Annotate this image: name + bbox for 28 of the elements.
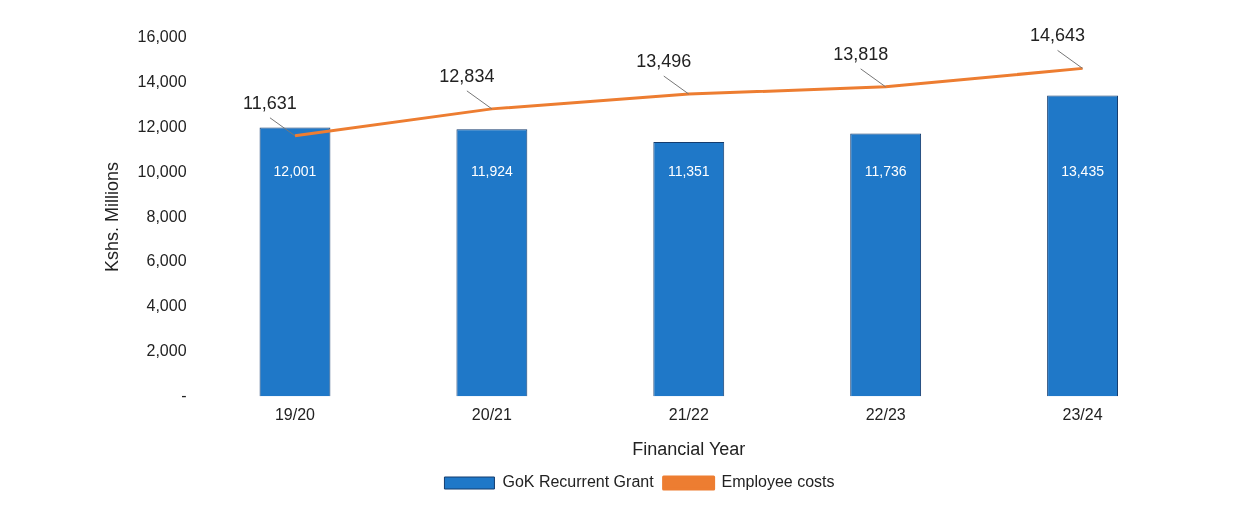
legend-label: GoK Recurrent Grant [502,473,655,491]
x-tick-label: 19/20 [274,406,316,424]
x-axis-title: Financial Year [632,439,746,460]
data-label: 14,643 [1030,25,1086,46]
y-tick-label: 12,000 [137,117,187,135]
y-axis-title: Kshs. Millions [101,162,122,273]
data-label: 12,834 [439,65,495,86]
y-tick-label: 10,000 [137,162,187,180]
data-label: 11,351 [667,163,710,180]
data-label: 13,496 [636,51,692,72]
data-label: 11,924 [470,163,513,180]
y-tick-label: 6,000 [146,252,187,270]
data-label: 11,736 [864,163,907,180]
legend-label: Employee costs [721,473,835,491]
data-label: 13,818 [833,43,889,64]
data-label: 13,435 [1061,163,1105,180]
x-tick-label: 23/24 [1062,406,1103,424]
data-label: 11,631 [243,92,297,113]
x-tick-label: 22/23 [865,406,906,424]
x-tick-label: 21/22 [668,406,709,424]
y-tick-label: 8,000 [146,207,187,225]
x-tick-label: 20/21 [471,406,512,424]
data-label: 12,001 [273,163,317,180]
y-tick-label: 2,000 [146,341,187,359]
y-tick-label: 4,000 [146,297,187,315]
y-tick-label: 14,000 [137,73,187,91]
y-tick-label: - [181,386,187,404]
y-tick-label: 16,000 [137,28,187,46]
